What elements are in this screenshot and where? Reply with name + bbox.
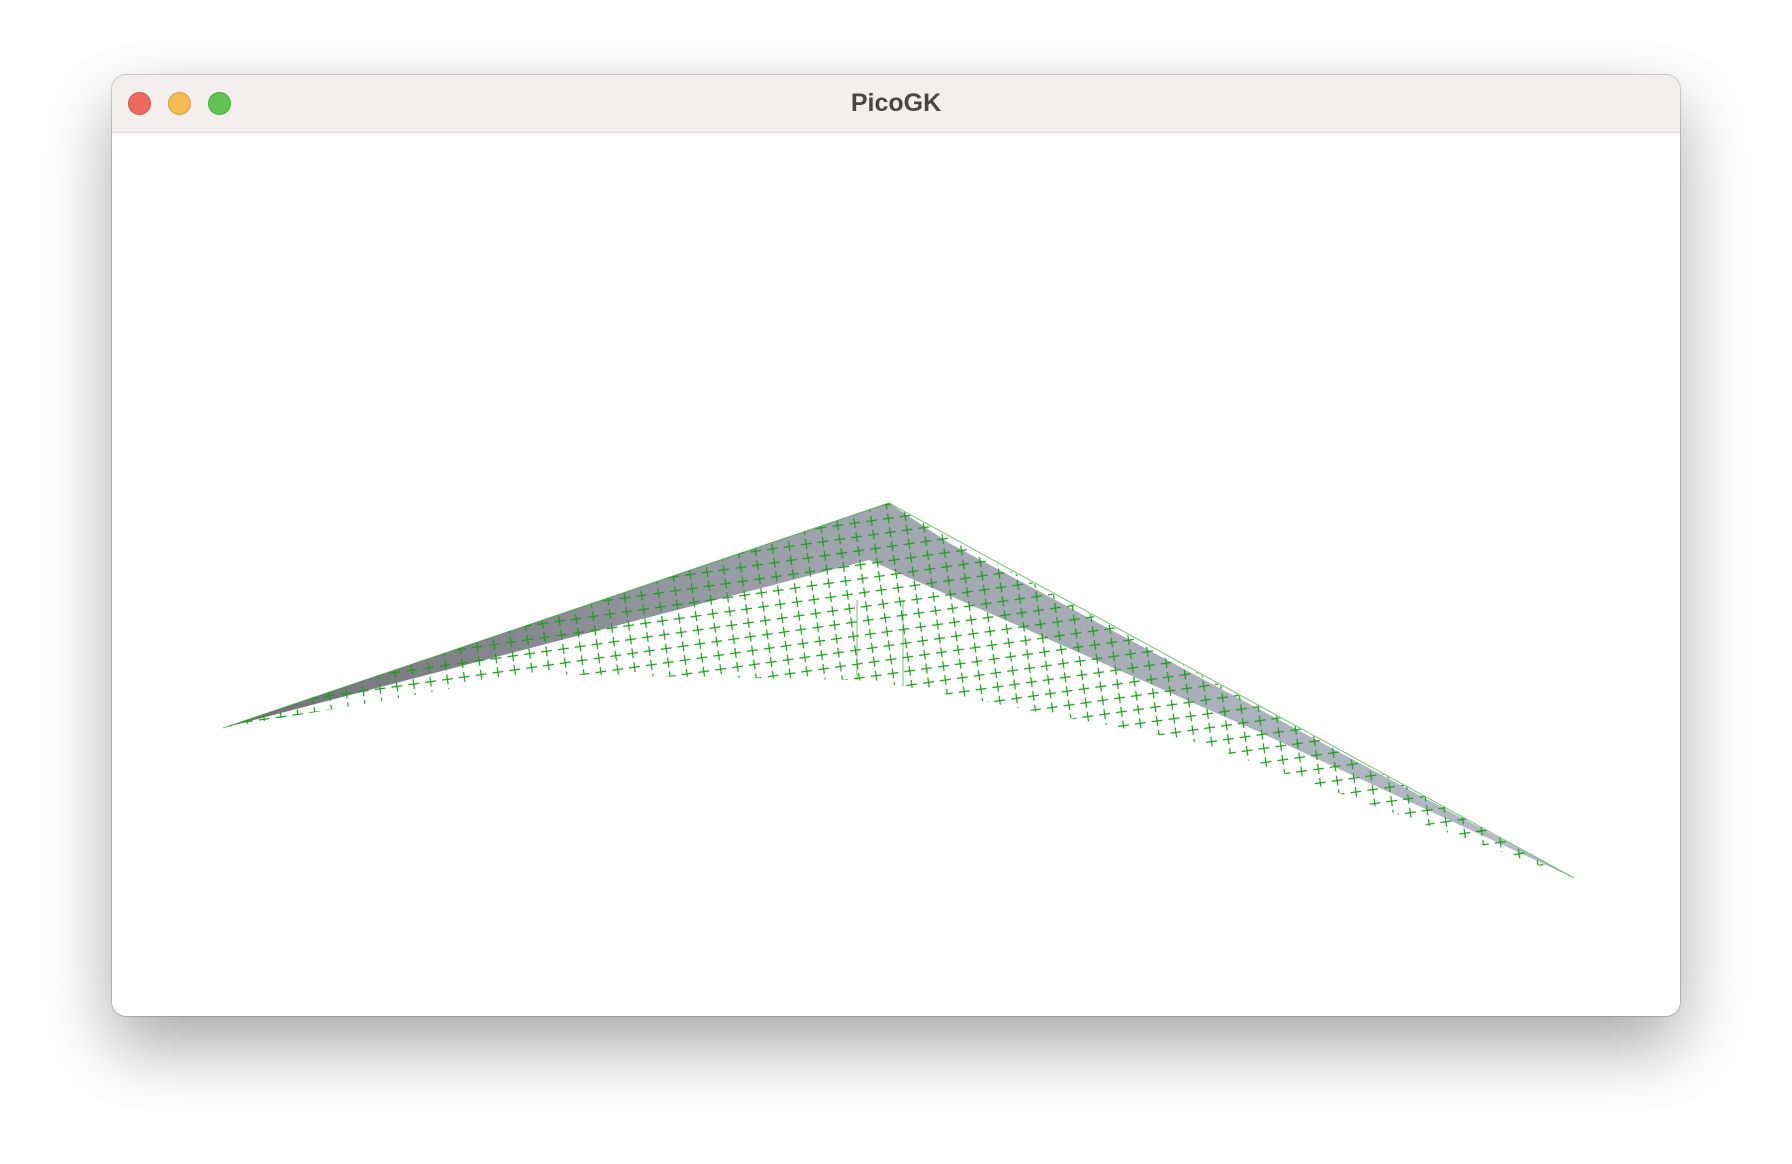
lattice-points — [223, 503, 1574, 878]
window-title: PicoGK — [850, 89, 942, 117]
minimize-button[interactable] — [168, 92, 191, 115]
viewport-3d — [222, 502, 1575, 879]
app-window: PicoGK — [112, 75, 1680, 1016]
zoom-button[interactable] — [208, 92, 231, 115]
lattice-edges — [222, 502, 1575, 879]
close-button[interactable] — [128, 92, 151, 115]
title-bar: PicoGK — [112, 75, 1680, 133]
